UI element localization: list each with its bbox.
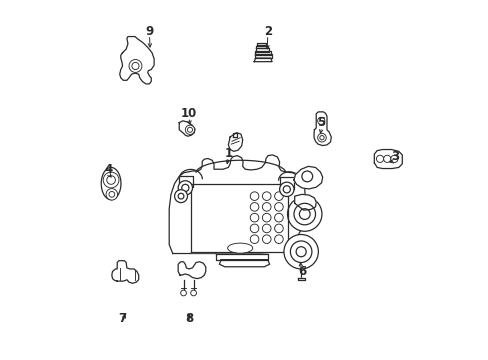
Polygon shape	[256, 45, 267, 48]
Circle shape	[180, 290, 186, 296]
Polygon shape	[297, 278, 304, 280]
Polygon shape	[254, 54, 271, 58]
Circle shape	[187, 127, 192, 132]
Polygon shape	[255, 48, 269, 51]
Polygon shape	[254, 58, 271, 62]
Circle shape	[174, 190, 187, 203]
Circle shape	[296, 247, 305, 257]
Text: 6: 6	[297, 265, 305, 278]
Polygon shape	[294, 194, 316, 210]
Circle shape	[299, 209, 309, 220]
Circle shape	[190, 290, 196, 296]
Text: 2: 2	[263, 25, 271, 38]
Circle shape	[274, 235, 283, 243]
Circle shape	[262, 203, 270, 211]
Polygon shape	[112, 261, 139, 283]
Polygon shape	[233, 134, 237, 137]
Circle shape	[319, 135, 324, 140]
Circle shape	[106, 189, 117, 200]
Polygon shape	[313, 112, 330, 145]
Circle shape	[317, 117, 324, 125]
Polygon shape	[279, 177, 293, 189]
Circle shape	[103, 172, 119, 188]
Circle shape	[262, 224, 270, 233]
Circle shape	[317, 134, 325, 142]
Circle shape	[301, 171, 312, 182]
Text: 8: 8	[184, 311, 193, 325]
Text: 4: 4	[104, 163, 112, 176]
Polygon shape	[179, 121, 195, 136]
Text: 9: 9	[145, 25, 153, 38]
Polygon shape	[169, 155, 305, 253]
Polygon shape	[178, 262, 205, 279]
Circle shape	[274, 203, 283, 211]
Circle shape	[262, 213, 270, 222]
Text: 1: 1	[224, 147, 232, 159]
Polygon shape	[293, 166, 322, 189]
Polygon shape	[228, 133, 242, 151]
Polygon shape	[179, 176, 192, 187]
Circle shape	[178, 181, 192, 195]
Polygon shape	[215, 253, 267, 260]
Polygon shape	[254, 51, 270, 55]
Circle shape	[109, 192, 115, 197]
Polygon shape	[120, 37, 154, 84]
Circle shape	[106, 176, 115, 184]
Ellipse shape	[101, 167, 121, 200]
Polygon shape	[190, 184, 287, 252]
Circle shape	[250, 235, 258, 243]
Circle shape	[182, 184, 188, 192]
Circle shape	[250, 192, 258, 201]
Circle shape	[132, 62, 139, 69]
Polygon shape	[257, 42, 265, 45]
Polygon shape	[219, 260, 269, 267]
Circle shape	[274, 224, 283, 233]
Circle shape	[250, 224, 258, 233]
Circle shape	[290, 241, 311, 262]
Circle shape	[284, 234, 318, 269]
Circle shape	[283, 186, 290, 193]
Text: 5: 5	[317, 116, 325, 129]
Circle shape	[376, 155, 383, 162]
Text: 3: 3	[390, 150, 398, 163]
Circle shape	[178, 193, 183, 199]
Circle shape	[129, 59, 142, 72]
Circle shape	[390, 155, 397, 162]
Text: 10: 10	[181, 107, 197, 120]
Circle shape	[262, 192, 270, 201]
Text: 7: 7	[118, 311, 126, 325]
Circle shape	[293, 203, 315, 225]
Circle shape	[287, 197, 321, 231]
Circle shape	[262, 235, 270, 243]
Polygon shape	[373, 149, 402, 168]
Circle shape	[250, 203, 258, 211]
Circle shape	[250, 213, 258, 222]
Circle shape	[274, 192, 283, 201]
Circle shape	[185, 125, 194, 134]
Ellipse shape	[227, 243, 252, 253]
Circle shape	[279, 182, 293, 197]
Circle shape	[383, 155, 390, 162]
Circle shape	[274, 213, 283, 222]
